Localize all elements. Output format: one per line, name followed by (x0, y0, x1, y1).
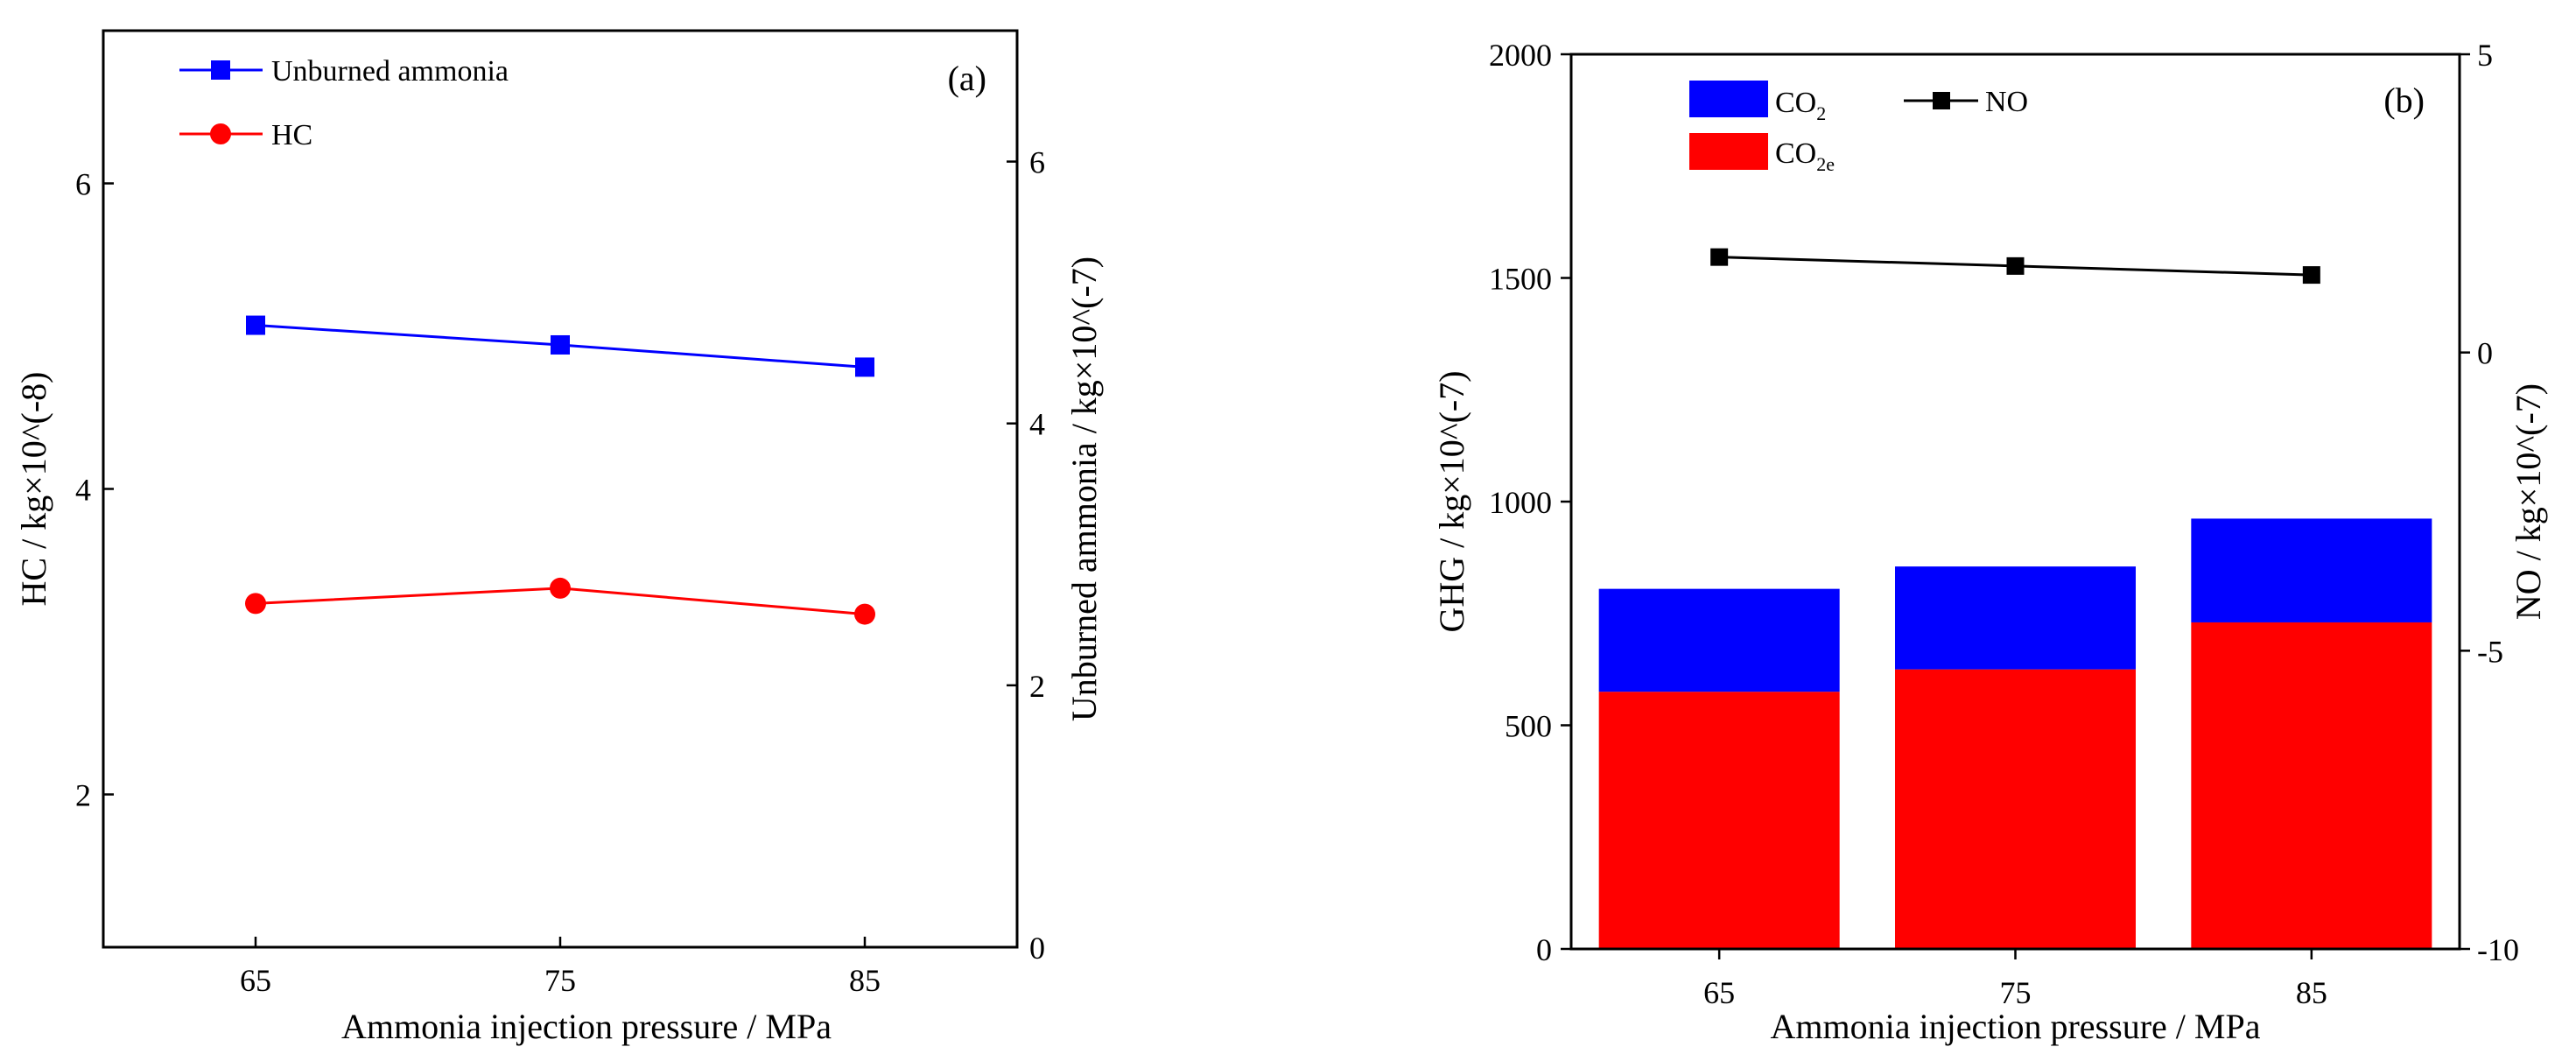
y-left-tick-label-a: 2 (75, 778, 91, 813)
x-tick-label-b: 65 (1703, 975, 1735, 1010)
legend-swatch-co2 (1689, 81, 1768, 117)
y-right-tick-label-b: 5 (2477, 38, 2493, 73)
data-point-unburned-ammonia (246, 315, 265, 335)
y-left-tick-label-b: 1500 (1489, 262, 1552, 297)
x-tick-label-a: 75 (544, 963, 576, 998)
bar-co2 (1895, 566, 2136, 670)
y-right-tick-label-b: -5 (2477, 634, 2503, 669)
data-point-hc (550, 577, 571, 599)
y-left-tick-label-a: 6 (75, 167, 91, 202)
data-point-hc (854, 603, 875, 625)
x-axis-title-b: Ammonia injection pressure / MPa (1771, 1007, 2261, 1046)
panel-label-b: (b) (2383, 81, 2425, 120)
x-tick-label-b: 85 (2296, 975, 2327, 1010)
legend-label-no: NO (1985, 86, 2028, 118)
y-right-tick-label-b: -10 (2477, 932, 2519, 967)
y-left-tick-label-b: 2000 (1489, 38, 1552, 73)
data-point-unburned-ammonia (551, 334, 570, 355)
y-right-tick-label-a: 0 (1029, 931, 1045, 966)
data-point-no (2302, 266, 2320, 285)
y-right-axis-title-a: Unburned ammonia / kg×10^(-7) (1064, 256, 1104, 721)
bar-co2 (1598, 588, 1840, 692)
bar-co2 (2191, 518, 2432, 622)
plot-frame-a (102, 29, 1019, 949)
x-tick-label-a: 65 (240, 963, 271, 998)
bar-co2e (1895, 669, 2136, 949)
y-left-tick-label-b: 1000 (1489, 485, 1552, 520)
legend-label-co2-main: CO (1775, 87, 1816, 119)
y-left-axis-title-b: GHG / kg×10^(-7) (1432, 370, 1471, 632)
legend-label-co2e-sub: 2e (1816, 153, 1835, 175)
x-tick-label-a: 85 (849, 963, 881, 998)
legend-label: HC (271, 119, 312, 151)
y-right-axis-title-b: NO / kg×10^(-7) (2509, 383, 2548, 620)
panel-label-a: (a) (948, 59, 986, 98)
y-right-tick-label-a: 2 (1029, 669, 1045, 704)
legend-label-co2e: CO2e (1775, 137, 1835, 175)
legend-label-co2-sub: 2 (1816, 102, 1826, 124)
y-right-tick-label-a: 4 (1029, 407, 1045, 442)
legend-label-co2: CO2 (1775, 87, 1826, 124)
legend-label-co2e-main: CO (1775, 137, 1816, 170)
legend-label: Unburned ammonia (271, 55, 509, 88)
bar-co2e (2191, 622, 2432, 949)
legend-marker-no (1933, 92, 1950, 109)
y-right-tick-label-b: 0 (2477, 336, 2493, 371)
bar-co2e (1598, 692, 1840, 949)
data-point-hc (245, 593, 266, 615)
y-left-tick-label-b: 0 (1536, 932, 1552, 967)
legend-swatch-co2e (1689, 133, 1768, 170)
y-left-tick-label-a: 4 (75, 473, 91, 508)
data-point-no (1710, 248, 1729, 266)
x-axis-title-a: Ammonia injection pressure / MPa (341, 1007, 832, 1046)
y-left-tick-label-b: 500 (1505, 709, 1552, 744)
panel-a-hc-unburned-ammonia: 65 75 85 2 4 6 0 2 4 6 Ammonia injection pressure … (14, 29, 1104, 1046)
x-tick-label-b: 75 (2000, 975, 2032, 1010)
data-point-unburned-ammonia (855, 357, 874, 377)
y-right-tick-label-a: 6 (1029, 145, 1045, 180)
legend-marker-circle (210, 123, 231, 144)
panel-b-ghg-no: 65 75 85 0 500 1000 1500 2000 -10 -5 0 5 Ammonia inj… (1432, 38, 2548, 1046)
data-point-no (2006, 256, 2025, 275)
y-left-axis-title-a: HC / kg×10^(-8) (14, 372, 53, 607)
legend-marker-square (211, 60, 230, 80)
